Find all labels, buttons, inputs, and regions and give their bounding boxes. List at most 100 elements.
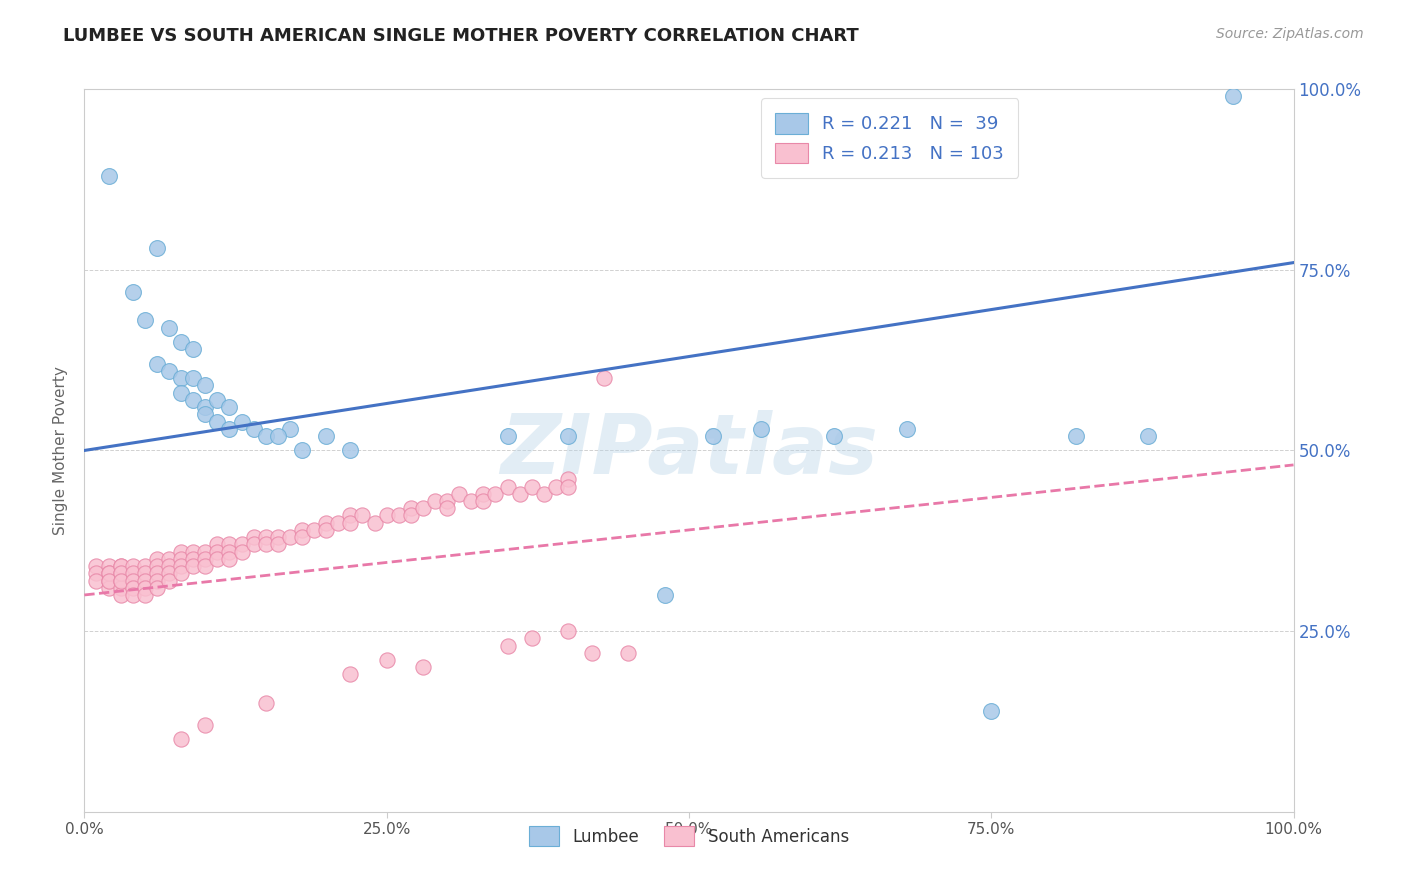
Point <box>97 566 120 581</box>
Point <box>533 487 555 501</box>
Point <box>339 516 361 530</box>
Point <box>375 653 398 667</box>
Point <box>121 581 143 595</box>
Point <box>267 429 290 443</box>
Point <box>97 559 120 574</box>
Point <box>242 537 264 551</box>
Point <box>980 704 1002 718</box>
Point <box>134 566 156 581</box>
Point <box>86 559 108 574</box>
Point <box>328 516 350 530</box>
Point <box>231 415 253 429</box>
Point <box>254 530 277 544</box>
Point <box>496 639 519 653</box>
Point <box>157 574 180 588</box>
Point <box>110 566 132 581</box>
Point <box>110 559 132 574</box>
Legend: Lumbee, South Americans: Lumbee, South Americans <box>520 818 858 854</box>
Point <box>194 718 217 732</box>
Point <box>207 544 229 558</box>
Point <box>496 429 519 443</box>
Point <box>291 523 314 537</box>
Y-axis label: Single Mother Poverty: Single Mother Poverty <box>53 366 69 535</box>
Point <box>557 624 579 639</box>
Point <box>1137 429 1160 443</box>
Point <box>544 480 567 494</box>
Point <box>315 429 337 443</box>
Point <box>291 530 314 544</box>
Point <box>509 487 531 501</box>
Point <box>207 537 229 551</box>
Point <box>315 523 337 537</box>
Point <box>97 566 120 581</box>
Text: Source: ZipAtlas.com: Source: ZipAtlas.com <box>1216 27 1364 41</box>
Point <box>363 516 385 530</box>
Point <box>170 559 193 574</box>
Point <box>231 537 253 551</box>
Point <box>86 574 108 588</box>
Point <box>146 581 169 595</box>
Point <box>291 443 314 458</box>
Point <box>157 566 180 581</box>
Point <box>157 320 180 334</box>
Point <box>557 429 579 443</box>
Point <box>339 508 361 523</box>
Point <box>218 544 240 558</box>
Point <box>218 551 240 566</box>
Point <box>412 501 434 516</box>
Point <box>1064 429 1087 443</box>
Point <box>134 559 156 574</box>
Point <box>110 574 132 588</box>
Point <box>121 559 143 574</box>
Point <box>496 480 519 494</box>
Point <box>146 574 169 588</box>
Point <box>170 334 193 349</box>
Point <box>181 343 204 357</box>
Point <box>436 494 458 508</box>
Point <box>1222 89 1244 103</box>
Point <box>520 480 543 494</box>
Point <box>218 400 240 414</box>
Point <box>170 544 193 558</box>
Point <box>207 415 229 429</box>
Point <box>146 566 169 581</box>
Point <box>472 494 495 508</box>
Point <box>97 574 120 588</box>
Point <box>617 646 640 660</box>
Point <box>339 667 361 681</box>
Point <box>134 574 156 588</box>
Point <box>254 537 277 551</box>
Point <box>134 588 156 602</box>
Point <box>581 646 603 660</box>
Point <box>146 357 169 371</box>
Point <box>86 566 108 581</box>
Point <box>194 544 217 558</box>
Point <box>170 551 193 566</box>
Point <box>194 407 217 421</box>
Point <box>207 551 229 566</box>
Point <box>170 732 193 747</box>
Point <box>110 574 132 588</box>
Point <box>97 574 120 588</box>
Point <box>110 566 132 581</box>
Point <box>181 559 204 574</box>
Point <box>242 530 264 544</box>
Point <box>97 581 120 595</box>
Point <box>134 581 156 595</box>
Point <box>121 566 143 581</box>
Point <box>278 530 301 544</box>
Point <box>557 480 579 494</box>
Point <box>121 588 143 602</box>
Point <box>412 660 434 674</box>
Point <box>157 559 180 574</box>
Point <box>194 551 217 566</box>
Point <box>121 285 143 299</box>
Point <box>110 588 132 602</box>
Point <box>449 487 471 501</box>
Point <box>399 508 422 523</box>
Point <box>557 472 579 486</box>
Point <box>110 581 132 595</box>
Point <box>181 371 204 385</box>
Point <box>520 632 543 646</box>
Point <box>375 508 398 523</box>
